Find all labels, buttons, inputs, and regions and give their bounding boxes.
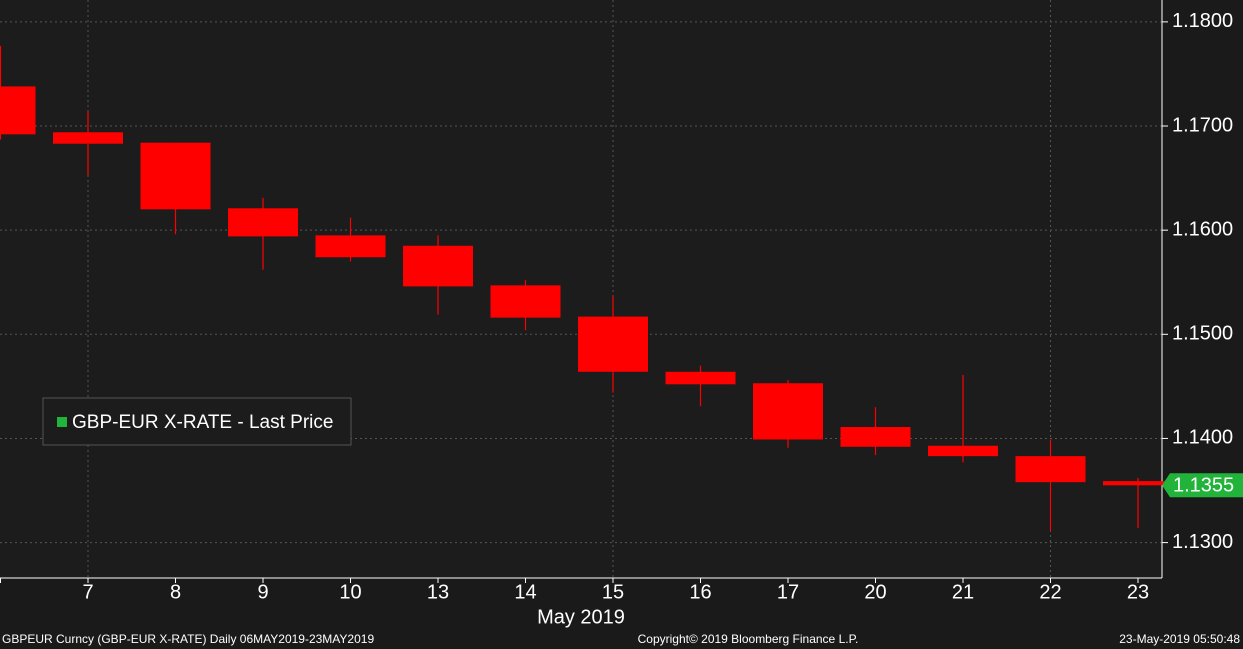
x-tick-label: 9	[257, 581, 268, 603]
x-tick-label: 16	[689, 581, 711, 603]
candle-body	[840, 426, 911, 447]
candle-body	[53, 132, 123, 144]
x-tick-label: 10	[339, 581, 361, 603]
plot-area	[0, 0, 1162, 578]
last-price-tag	[1162, 473, 1243, 498]
candle-body	[403, 245, 473, 287]
x-axis-label: May 2019	[537, 606, 625, 628]
legend-label: GBP-EUR X-RATE - Last Price	[72, 412, 333, 433]
footer-right: 23-May-2019 05:50:48	[1119, 632, 1240, 646]
x-tick-label: 23	[1127, 581, 1149, 603]
candle-body	[315, 235, 386, 258]
x-tick-label: 13	[427, 581, 449, 603]
legend-box	[42, 397, 352, 446]
y-tick-label: 1.1800	[1172, 10, 1233, 32]
x-tick-label: 7	[82, 581, 93, 603]
x-tick-label: 15	[602, 581, 624, 603]
candle-body	[0, 86, 36, 135]
x-tick-label: 17	[777, 581, 799, 603]
y-tick-label: 1.1600	[1172, 218, 1233, 240]
candle-body	[928, 445, 998, 457]
x-tick-label: 22	[1039, 581, 1061, 603]
footer-left: GBPEUR Curncy (GBP-EUR X-RATE) Daily 06M…	[2, 632, 374, 646]
candle-body	[1103, 481, 1173, 486]
footer-center: Copyright© 2019 Bloomberg Finance L.P.	[638, 632, 859, 646]
y-tick-label: 1.1500	[1172, 323, 1233, 345]
candle-body	[1015, 456, 1086, 483]
x-tick-label: 21	[952, 581, 974, 603]
candle-body	[140, 142, 211, 210]
candle-body	[578, 316, 648, 372]
x-tick-label: 14	[514, 581, 536, 603]
candle-body	[490, 285, 561, 318]
candle-body	[753, 383, 823, 440]
x-tick-label: 8	[170, 581, 181, 603]
y-tick-label: 1.1400	[1172, 427, 1233, 449]
x-tick-label: 20	[864, 581, 886, 603]
candle-body	[665, 371, 736, 385]
candle-body	[228, 208, 298, 237]
y-tick-label: 1.1300	[1172, 531, 1233, 553]
last-price-label: 1.1355	[1173, 475, 1234, 497]
legend-swatch	[57, 417, 67, 427]
y-tick-label: 1.1700	[1172, 114, 1233, 136]
